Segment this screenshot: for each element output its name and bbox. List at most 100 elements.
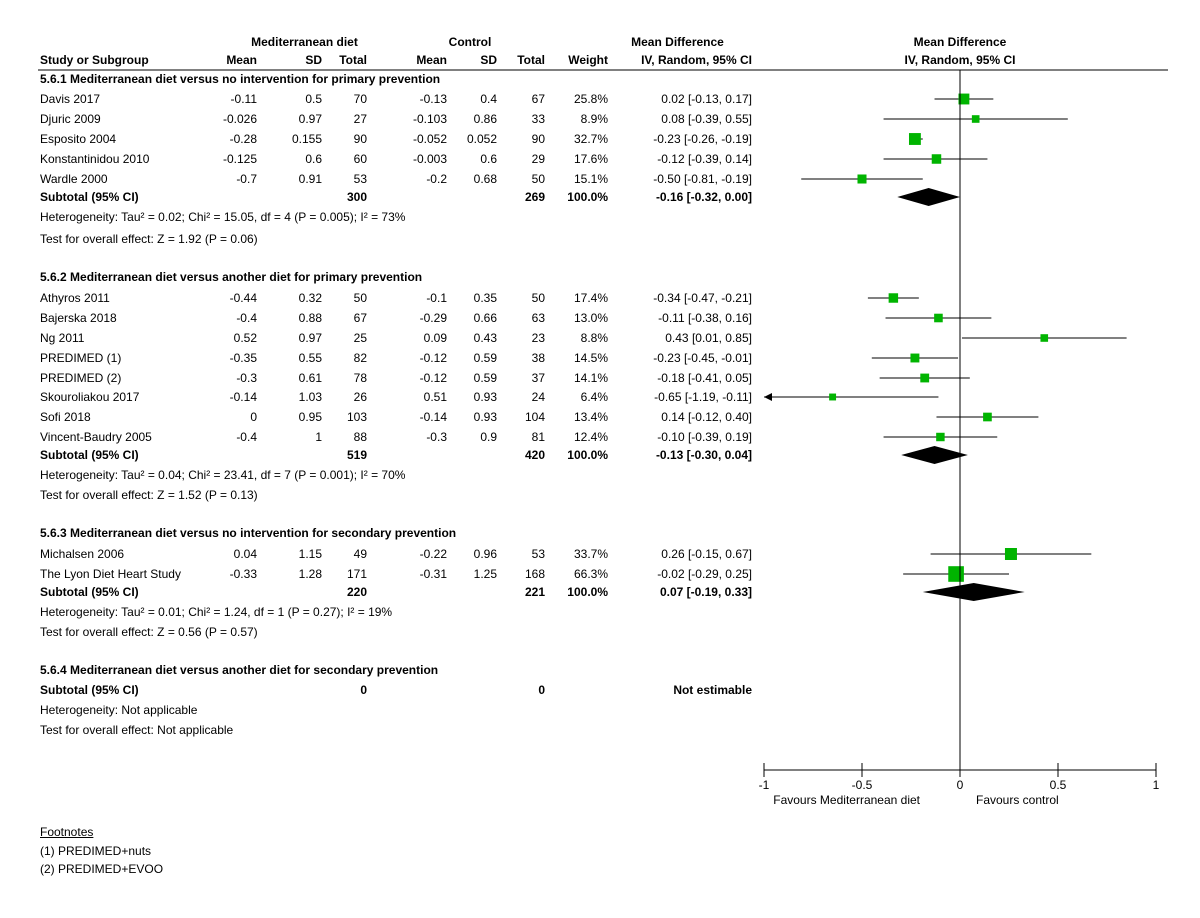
- study-m1-cell: -0.28: [229, 132, 257, 146]
- study-m1-cell: -0.4: [236, 430, 257, 444]
- study-point: [908, 133, 921, 145]
- subtotal-weight-cell: 100.0%: [567, 448, 608, 462]
- ci-arrow: [764, 393, 772, 401]
- footnote-item: (2) PREDIMED+EVOO: [40, 862, 164, 876]
- weight-column-header: Weight: [568, 53, 608, 67]
- subtotal-diamond: [922, 583, 1025, 601]
- study-sd2-cell: 0.6: [480, 152, 497, 166]
- study-n1-cell: 26: [353, 390, 367, 404]
- subtotal-n2-cell: 420: [524, 448, 545, 462]
- study-m1-cell: 0.04: [233, 547, 257, 561]
- study-m1-cell: -0.44: [229, 291, 257, 305]
- study-ci-cell: -0.10 [-0.39, 0.19]: [657, 430, 752, 444]
- footnote-item: (1) PREDIMED+nuts: [40, 844, 152, 858]
- study-point: [910, 353, 920, 363]
- subtotal-n1-cell: 519: [346, 448, 367, 462]
- study-n1-cell: 88: [353, 430, 367, 444]
- study-n2-cell: 29: [531, 152, 545, 166]
- study-ci-cell: 0.14 [-0.12, 0.40]: [661, 410, 752, 424]
- study-m2-cell: 0.09: [423, 331, 447, 345]
- study-m1-cell: -0.14: [229, 390, 257, 404]
- study-weight-cell: 13.0%: [573, 311, 608, 325]
- study-name: Sofi 2018: [40, 410, 91, 424]
- study-ci-cell: 0.26 [-0.15, 0.67]: [661, 547, 752, 561]
- study-weight-cell: 66.3%: [573, 567, 608, 581]
- study-weight-cell: 8.9%: [580, 112, 608, 126]
- study-sd2-cell: 0.59: [473, 351, 497, 365]
- subtotal-diamond: [901, 446, 968, 464]
- study-sd1-cell: 1.03: [298, 390, 322, 404]
- study-m2-cell: -0.22: [419, 547, 447, 561]
- favours-left-label: Favours Mediterranean diet: [773, 793, 920, 807]
- overall-effect-text: Test for overall effect: Not applicable: [40, 723, 234, 737]
- subtotal-ci-cell: -0.13 [-0.30, 0.04]: [655, 448, 752, 462]
- study-weight-cell: 8.8%: [580, 331, 608, 345]
- study-m2-cell: -0.2: [426, 172, 447, 186]
- sd2-column-header: SD: [480, 53, 497, 67]
- subtotal-label: Subtotal (95% CI): [40, 683, 139, 697]
- study-n1-cell: 53: [353, 172, 367, 186]
- study-n2-cell: 81: [531, 430, 545, 444]
- subtotal-n1-cell: 300: [346, 190, 367, 204]
- study-sd1-cell: 0.88: [298, 311, 322, 325]
- study-m2-cell: 0.51: [423, 390, 447, 404]
- study-weight-cell: 12.4%: [573, 430, 608, 444]
- study-name: Esposito 2004: [40, 132, 117, 146]
- study-name: Athyros 2011: [40, 291, 110, 305]
- heterogeneity-text: Heterogeneity: Tau² = 0.04; Chi² = 23.41…: [40, 468, 406, 482]
- study-ci-cell: -0.65 [-1.19, -0.11]: [654, 390, 752, 404]
- study-sd1-cell: 0.55: [298, 351, 322, 365]
- group1-header: Mediterranean diet: [251, 35, 358, 49]
- subtotal-n2-cell: 269: [524, 190, 545, 204]
- x-tick-label: 0: [957, 778, 964, 792]
- study-n2-cell: 63: [531, 311, 545, 325]
- study-point: [857, 174, 867, 184]
- subgroup-title: 5.6.2 Mediterranean diet versus another …: [40, 270, 423, 284]
- subgroup-title: 5.6.3 Mediterranean diet versus no inter…: [40, 526, 457, 540]
- study-weight-cell: 17.6%: [573, 152, 608, 166]
- study-n1-cell: 25: [353, 331, 367, 345]
- x-tick-label: 0.5: [1050, 778, 1067, 792]
- study-n2-cell: 50: [531, 172, 545, 186]
- subgroup-title: 5.6.1 Mediterranean diet versus no inter…: [40, 72, 441, 86]
- study-n1-cell: 103: [346, 410, 367, 424]
- study-point: [888, 293, 899, 303]
- effect-header: Mean Difference: [631, 35, 724, 49]
- subtotal-diamond: [897, 188, 960, 206]
- study-weight-cell: 32.7%: [573, 132, 608, 146]
- study-m1-cell: -0.026: [222, 112, 257, 126]
- study-ci-cell: -0.12 [-0.39, 0.14]: [657, 152, 752, 166]
- study-point: [948, 566, 964, 582]
- study-weight-cell: 6.4%: [580, 390, 608, 404]
- study-sd2-cell: 0.35: [473, 291, 497, 305]
- study-point: [971, 115, 980, 123]
- study-n2-cell: 67: [531, 92, 545, 106]
- subtotal-n1-cell: 220: [346, 585, 367, 599]
- x-tick-label: -0.5: [852, 778, 873, 792]
- study-name: The Lyon Diet Heart Study: [40, 567, 181, 581]
- study-sd1-cell: 0.97: [298, 112, 322, 126]
- study-ci-cell: -0.23 [-0.26, -0.19]: [653, 132, 752, 146]
- subtotal-weight-cell: 100.0%: [567, 585, 608, 599]
- study-name: Skouroliakou 2017: [40, 390, 140, 404]
- study-weight-cell: 14.1%: [573, 371, 608, 385]
- study-weight-cell: 33.7%: [573, 547, 608, 561]
- study-point: [958, 93, 970, 105]
- subtotal-n1-cell: 0: [360, 683, 367, 697]
- study-sd2-cell: 0.66: [473, 311, 497, 325]
- total1-column-header: Total: [339, 53, 367, 67]
- study-name: Michalsen 2006: [40, 547, 125, 561]
- study-n2-cell: 53: [531, 547, 545, 561]
- study-n1-cell: 70: [353, 92, 367, 106]
- subtotal-label: Subtotal (95% CI): [40, 448, 139, 462]
- study-ci-cell: -0.23 [-0.45, -0.01]: [653, 351, 752, 365]
- footnotes-title: Footnotes: [40, 825, 94, 839]
- study-m2-cell: -0.12: [419, 371, 447, 385]
- study-sd2-cell: 0.96: [473, 547, 497, 561]
- study-m2-cell: -0.14: [419, 410, 447, 424]
- subtotal-n2-cell: 221: [524, 585, 545, 599]
- study-name: Wardle 2000: [40, 172, 108, 186]
- study-name: Vincent-Baudry 2005: [40, 430, 152, 444]
- study-point: [1004, 548, 1017, 560]
